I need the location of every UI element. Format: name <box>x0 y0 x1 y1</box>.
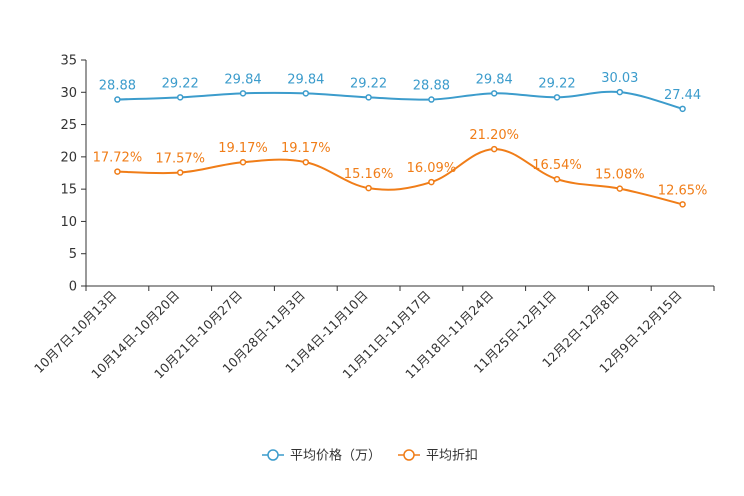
data-label: 19.17% <box>281 141 331 156</box>
data-label: 28.88 <box>99 79 136 94</box>
data-point[interactable] <box>428 178 435 186</box>
data-label: 17.72% <box>93 151 143 166</box>
y-tick-label: 5 <box>69 247 77 262</box>
data-label: 19.17% <box>218 141 268 156</box>
data-label: 27.44 <box>664 88 701 103</box>
chart-data-labels: 28.88 29.22 29.84 29.84 29.22 28.88 29.84 29.22… <box>93 71 708 198</box>
data-label: 12.65% <box>658 183 708 198</box>
data-point[interactable] <box>616 185 624 192</box>
data-label: 29.84 <box>476 72 513 87</box>
data-label: 29.84 <box>224 72 261 87</box>
data-label: 28.88 <box>413 79 450 94</box>
data-point[interactable] <box>176 94 184 101</box>
legend-marker <box>403 449 415 461</box>
data-point[interactable] <box>490 145 498 153</box>
y-tick-label: 0 <box>69 280 77 295</box>
data-label: 30.03 <box>601 71 638 86</box>
data-label: 29.22 <box>162 76 199 91</box>
data-label: 29.22 <box>350 76 387 91</box>
data-point[interactable] <box>114 168 121 175</box>
y-tick-label: 25 <box>60 118 77 133</box>
legend-item-1[interactable]: 平均折扣 <box>398 449 478 464</box>
data-point[interactable] <box>302 158 310 166</box>
data-point[interactable] <box>553 175 561 183</box>
data-label: 16.09% <box>407 161 457 176</box>
data-point[interactable] <box>679 105 686 113</box>
legend-label: 平均折扣 <box>426 449 478 464</box>
data-point[interactable] <box>616 88 624 96</box>
legend-item-0[interactable]: 平均价格（万） <box>262 448 381 464</box>
data-point[interactable] <box>302 90 310 97</box>
data-point[interactable] <box>679 201 686 208</box>
data-label: 15.16% <box>344 167 394 182</box>
y-tick-label: 30 <box>60 86 77 101</box>
data-label: 16.54% <box>532 158 582 173</box>
data-point[interactable] <box>365 94 372 101</box>
data-label: 17.57% <box>155 152 205 167</box>
y-tick-label: 20 <box>60 150 77 165</box>
series-line-1 <box>117 148 683 206</box>
data-point[interactable] <box>176 169 184 176</box>
data-point[interactable] <box>239 158 247 166</box>
data-point[interactable] <box>239 90 247 97</box>
chart-axes: 0510152025303510月7日-10月13日10月14日-10月20日1… <box>31 54 715 382</box>
data-point[interactable] <box>365 184 372 192</box>
legend-label: 平均价格（万） <box>290 448 381 464</box>
y-tick-label: 35 <box>60 54 77 69</box>
data-label: 21.20% <box>469 128 519 143</box>
data-label: 29.22 <box>538 76 575 91</box>
data-point[interactable] <box>553 94 561 101</box>
chart-legend[interactable]: 平均价格（万） 平均折扣 <box>262 448 478 464</box>
data-label: 29.84 <box>287 72 324 87</box>
data-point[interactable] <box>428 96 435 103</box>
chart-series <box>114 88 686 208</box>
data-label: 15.08% <box>595 168 645 183</box>
legend-marker <box>267 449 279 461</box>
y-tick-label: 15 <box>60 183 77 198</box>
series-line-0 <box>117 90 683 110</box>
data-point[interactable] <box>114 96 121 103</box>
y-tick-label: 10 <box>60 215 77 230</box>
data-point[interactable] <box>490 90 498 97</box>
